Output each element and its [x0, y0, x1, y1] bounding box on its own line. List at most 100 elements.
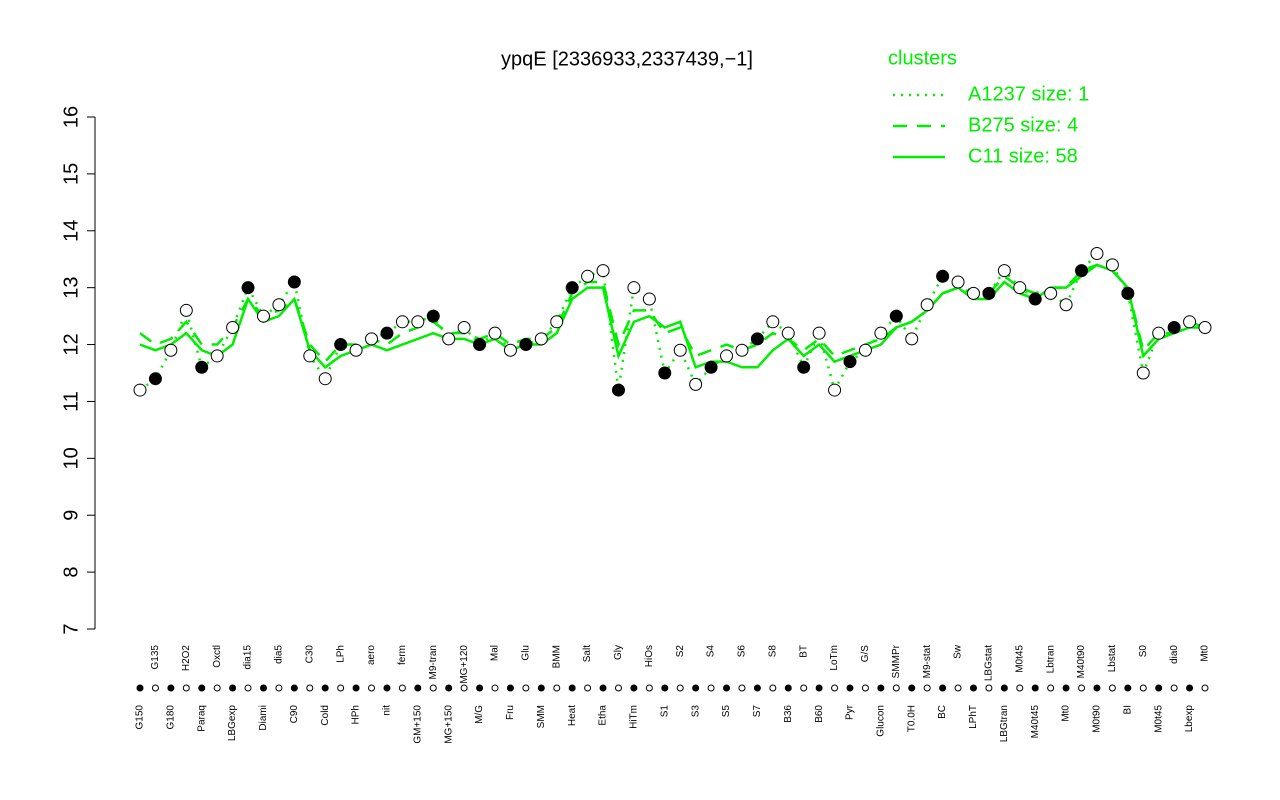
x-marker	[1108, 684, 1116, 692]
x-tick-label: Lbtran	[1045, 645, 1056, 673]
x-marker	[1031, 684, 1039, 692]
x-tick-label: dia5	[274, 645, 285, 664]
x-tick-label: aero	[366, 645, 377, 665]
x-tick-label: Sw	[953, 644, 964, 659]
x-tick-label: S4	[706, 645, 717, 658]
x-tick-label: Oxctl	[212, 645, 223, 668]
x-marker	[414, 684, 422, 692]
point	[828, 383, 842, 397]
point	[442, 332, 456, 346]
x-marker	[537, 684, 545, 692]
x-tick-label: Cold	[320, 705, 331, 726]
x-tick-label: S1	[659, 705, 670, 718]
point	[781, 326, 795, 340]
x-tick-label: SMM	[536, 705, 547, 728]
x-tick-label: Mal	[490, 645, 501, 661]
point	[951, 275, 965, 289]
x-marker	[398, 684, 406, 692]
point	[1183, 315, 1197, 329]
point	[195, 360, 209, 374]
x-marker	[306, 684, 314, 692]
series-line	[139, 251, 1206, 394]
point	[1028, 292, 1042, 306]
x-marker	[584, 684, 592, 692]
y-tick-label: 8	[60, 567, 82, 578]
y-tick-label: 13	[60, 277, 82, 299]
point	[720, 349, 734, 363]
point	[936, 269, 950, 283]
x-tick-label: S6	[737, 645, 748, 658]
x-marker	[815, 684, 823, 692]
x-marker	[167, 684, 175, 692]
x-tick-label: M40t45	[1030, 705, 1041, 739]
point	[858, 343, 872, 357]
x-marker	[1170, 684, 1178, 692]
x-tick-label: Lbexp	[1184, 705, 1195, 733]
x-marker	[476, 684, 484, 692]
point	[1044, 286, 1058, 300]
x-tick-label: G/S	[860, 645, 871, 663]
legend-label: A1237 size: 1	[968, 83, 1089, 105]
x-marker	[290, 684, 298, 692]
point	[241, 281, 255, 295]
x-marker	[800, 684, 808, 692]
x-tick-label: nit	[382, 705, 393, 716]
x-tick-label: M/G	[474, 705, 485, 724]
point	[411, 315, 425, 329]
x-marker	[198, 684, 206, 692]
x-tick-label: M9-tran	[428, 645, 439, 679]
x-marker	[1062, 684, 1070, 692]
x-tick-label: SMMPr	[891, 644, 902, 678]
point	[395, 315, 409, 329]
x-tick-label: G135	[150, 645, 161, 670]
x-tick-label: BT	[798, 645, 809, 658]
x-tick-label: Glu	[521, 645, 532, 661]
x-marker	[244, 684, 252, 692]
x-marker	[1186, 684, 1194, 692]
point	[1059, 298, 1073, 312]
x-marker	[908, 684, 916, 692]
x-marker	[614, 684, 622, 692]
x-tick-label: LPh	[335, 645, 346, 663]
point	[1013, 281, 1027, 295]
y-tick-label: 12	[60, 333, 82, 355]
x-tick-label: S0	[1138, 645, 1149, 658]
point	[581, 269, 595, 283]
x-marker	[1016, 684, 1024, 692]
x-marker	[723, 684, 731, 692]
x-tick-label: S2	[675, 645, 686, 658]
x-tick-label: dia15	[243, 645, 254, 670]
point	[1198, 320, 1212, 334]
x-tick-label: Fru	[505, 705, 516, 720]
x-tick-label: M40t90	[1076, 645, 1087, 679]
point	[1075, 264, 1089, 278]
x-tick-label: T0.0H	[906, 705, 917, 732]
point	[519, 338, 533, 352]
x-marker	[368, 684, 376, 692]
x-tick-label: S7	[752, 705, 763, 718]
point	[874, 326, 888, 340]
x-tick-label: Paraq	[196, 705, 207, 732]
x-tick-label: G150	[135, 705, 146, 730]
x-marker	[954, 684, 962, 692]
point	[673, 343, 687, 357]
point	[365, 332, 379, 346]
x-tick-label: LBGexp	[227, 705, 238, 742]
x-tick-label: Mt0	[1200, 645, 1211, 662]
x-tick-label: Etha	[598, 705, 609, 726]
legend-title: clusters	[888, 47, 957, 69]
point	[658, 366, 672, 380]
point	[565, 281, 579, 295]
x-marker	[1000, 684, 1008, 692]
x-marker	[769, 684, 777, 692]
point	[318, 372, 332, 386]
x-marker	[939, 684, 947, 692]
point	[797, 360, 811, 374]
point	[920, 298, 934, 312]
x-marker	[1124, 684, 1132, 692]
x-marker	[491, 684, 499, 692]
point	[766, 315, 780, 329]
point	[1152, 326, 1166, 340]
x-marker	[707, 684, 715, 692]
